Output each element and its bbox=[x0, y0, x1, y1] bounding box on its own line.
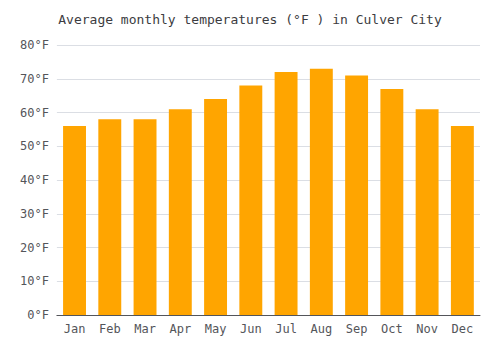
svg-text:60°F: 60°F bbox=[20, 106, 49, 120]
svg-text:Jul: Jul bbox=[275, 322, 297, 336]
svg-text:20°F: 20°F bbox=[20, 241, 49, 255]
svg-text:Average monthly temperatures (: Average monthly temperatures (°F ) in Cu… bbox=[58, 12, 442, 27]
svg-text:0°F: 0°F bbox=[27, 308, 49, 322]
svg-text:70°F: 70°F bbox=[20, 72, 49, 86]
svg-text:10°F: 10°F bbox=[20, 274, 49, 288]
svg-text:Apr: Apr bbox=[169, 322, 191, 336]
svg-text:Feb: Feb bbox=[99, 322, 121, 336]
svg-text:Sep: Sep bbox=[346, 322, 368, 336]
svg-text:Aug: Aug bbox=[310, 322, 332, 336]
svg-text:Mar: Mar bbox=[134, 322, 156, 336]
svg-text:Jan: Jan bbox=[64, 322, 86, 336]
svg-text:May: May bbox=[205, 322, 227, 336]
svg-text:50°F: 50°F bbox=[20, 139, 49, 153]
svg-text:Dec: Dec bbox=[452, 322, 474, 336]
svg-text:80°F: 80°F bbox=[20, 38, 49, 52]
svg-text:30°F: 30°F bbox=[20, 207, 49, 221]
svg-text:Oct: Oct bbox=[381, 322, 403, 336]
svg-text:Jun: Jun bbox=[240, 322, 262, 336]
svg-text:Nov: Nov bbox=[416, 322, 438, 336]
svg-text:40°F: 40°F bbox=[20, 173, 49, 187]
